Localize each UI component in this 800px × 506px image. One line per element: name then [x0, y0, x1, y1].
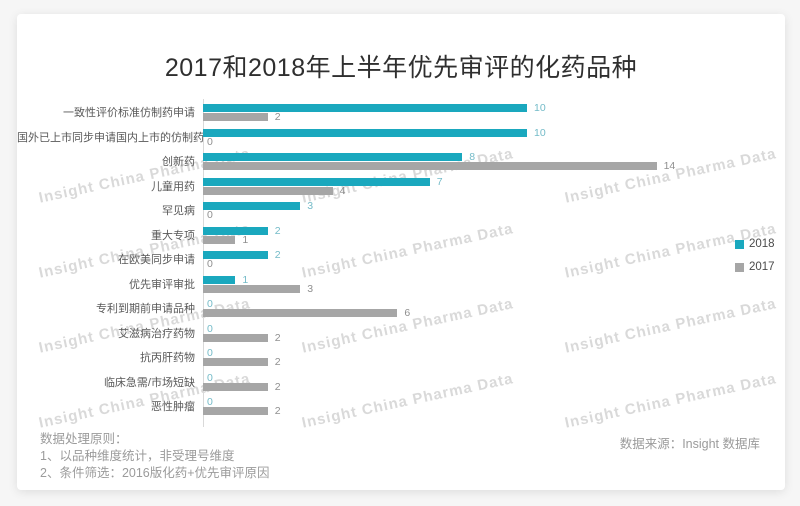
- value-label-2018: 10: [534, 102, 546, 114]
- legend: 2018 2017: [735, 238, 775, 284]
- value-label-2018: 7: [436, 175, 443, 188]
- value-label-2018: 3: [307, 200, 314, 212]
- legend-swatch-icon: [735, 239, 744, 249]
- bar-2017: [203, 407, 268, 415]
- value-label-2018: 0: [207, 396, 213, 408]
- value-label-2017: 0: [207, 258, 213, 270]
- value-label-2017: 2: [274, 331, 281, 344]
- bar-2017: [203, 309, 398, 317]
- bar-2017: [203, 358, 268, 366]
- value-label-2018: 0: [207, 322, 213, 335]
- category-label: 艾滋病治疗药物: [118, 327, 195, 340]
- value-label-2018: 2: [274, 249, 281, 261]
- value-label-2017: 4: [339, 184, 346, 197]
- category-label: 儿童用药: [151, 180, 195, 193]
- category-label: 专利到期前申请品种: [96, 303, 195, 315]
- category-label: 重大专项: [151, 229, 195, 242]
- bar-chart: 一致性评价标准仿制药申请 10 2 国外已上市同步申请国内上市的仿制药 10 0 创新药 8 1…: [17, 14, 785, 490]
- category-label: 抗丙肝药物: [140, 352, 195, 364]
- bar-2018: [203, 153, 463, 161]
- value-label-2018: 8: [469, 151, 476, 163]
- category-label: 优先审评审批: [129, 278, 195, 291]
- category-label: 创新药: [162, 156, 195, 168]
- bar-2018: [203, 104, 527, 112]
- category-label: 罕见病: [162, 205, 195, 217]
- value-label-2017: 2: [274, 380, 281, 393]
- value-label-2017: 2: [274, 356, 281, 368]
- category-label: 在欧美同步申请: [118, 254, 195, 266]
- value-label-2017: 2: [274, 111, 281, 123]
- value-label-2017: 0: [207, 135, 213, 148]
- value-label-2017: 1: [242, 233, 249, 246]
- bar-2018: [203, 177, 430, 186]
- value-label-2018: 2: [274, 224, 281, 237]
- bar-2017: [203, 162, 657, 170]
- bar-2017: [203, 113, 268, 121]
- category-label: 国外已上市同步申请国内上市的仿制药: [17, 131, 204, 144]
- bar-2018: [203, 202, 301, 210]
- bar-2017: [203, 186, 333, 195]
- value-label-2018: 0: [207, 298, 213, 310]
- value-label-2017: 2: [274, 405, 281, 417]
- axis-line: [203, 99, 204, 427]
- footnotes: 数据处理原则： 1、以品种维度统计，非受理号维度 2、条件筛选：2016版化药+…: [40, 431, 270, 482]
- value-label-2018: 0: [207, 371, 213, 384]
- legend-item-2017: 2017: [735, 261, 775, 273]
- footnote-line: 1、以品种维度统计，非受理号维度: [40, 449, 235, 463]
- value-label-2017: 6: [404, 307, 411, 319]
- value-label-2018: 0: [207, 347, 213, 359]
- legend-swatch-icon: [735, 262, 744, 272]
- legend-label: 2018: [749, 238, 775, 250]
- category-label: 临床急需/市场短缺: [103, 376, 195, 389]
- value-label-2018: 10: [534, 126, 546, 139]
- bar-2018: [203, 226, 268, 235]
- chart-title: 2017和2018年上半年优先审评的化药品种: [164, 54, 638, 82]
- data-source: 数据来源：Insight 数据库: [619, 437, 760, 451]
- value-label-2017: 0: [207, 209, 213, 221]
- bar-2018: [203, 275, 236, 284]
- footnote-line: 2、条件筛选：2016版化药+优先审评原因: [40, 466, 270, 480]
- bar-2017: [203, 333, 268, 342]
- category-label: 一致性评价标准仿制药申请: [63, 107, 195, 119]
- category-label: 恶性肿瘤: [151, 401, 195, 413]
- bar-2017: [203, 235, 236, 244]
- chart-card: 2017和2018年上半年优先审评的化药品种 Insight China Pha…: [17, 14, 785, 490]
- bar-2017: [203, 284, 301, 293]
- value-label-2018: 1: [242, 273, 249, 286]
- bar-2017: [203, 382, 268, 391]
- footnotes-heading: 数据处理原则：: [40, 432, 128, 446]
- legend-item-2018: 2018: [735, 238, 775, 250]
- bar-2018: [203, 251, 268, 259]
- value-label-2017: 14: [663, 160, 676, 172]
- bar-2018: [203, 128, 527, 137]
- value-label-2017: 3: [307, 282, 314, 295]
- legend-label: 2017: [749, 261, 775, 273]
